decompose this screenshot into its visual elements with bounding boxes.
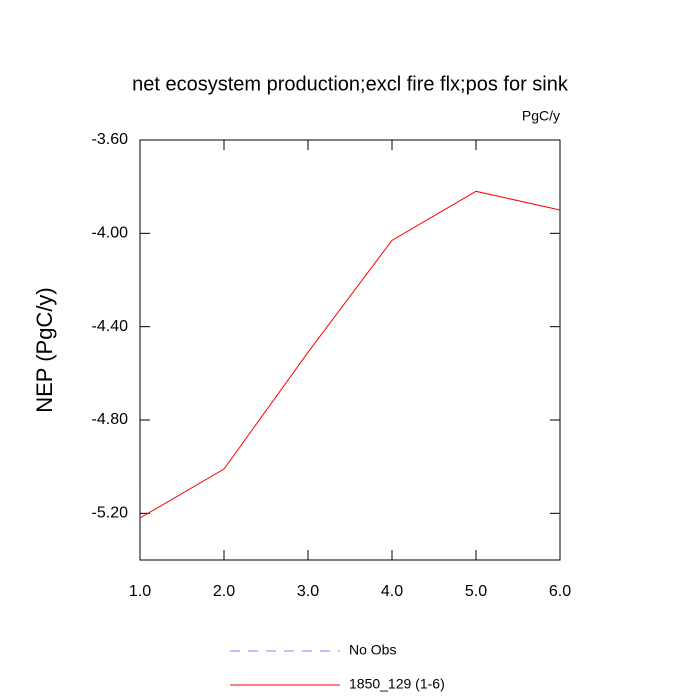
chart-title: net ecosystem production;excl fire flx;p… [132, 73, 569, 95]
x-tick-label: 3.0 [297, 583, 319, 600]
y-tick-label: -4.80 [92, 411, 129, 428]
y-axis-label: NEP (PgC/y) [32, 287, 57, 413]
series-line [139, 190, 561, 519]
units-label: PgC/y [522, 108, 560, 124]
plot-frame [139, 139, 561, 561]
x-tick-label: 2.0 [213, 583, 235, 600]
y-tick-label: -5.20 [92, 505, 129, 522]
legend-label: 1850_129 (1-6) [349, 676, 445, 692]
y-tick-label: -4.40 [92, 318, 129, 335]
x-tick-label: 5.0 [465, 583, 487, 600]
x-tick-label: 6.0 [549, 583, 571, 600]
y-tick-label: -3.60 [92, 131, 129, 148]
y-tick-label: -4.00 [92, 225, 129, 242]
x-tick-label: 4.0 [381, 583, 403, 600]
x-tick-label: 1.0 [129, 583, 151, 600]
legend-label: No Obs [349, 642, 396, 658]
